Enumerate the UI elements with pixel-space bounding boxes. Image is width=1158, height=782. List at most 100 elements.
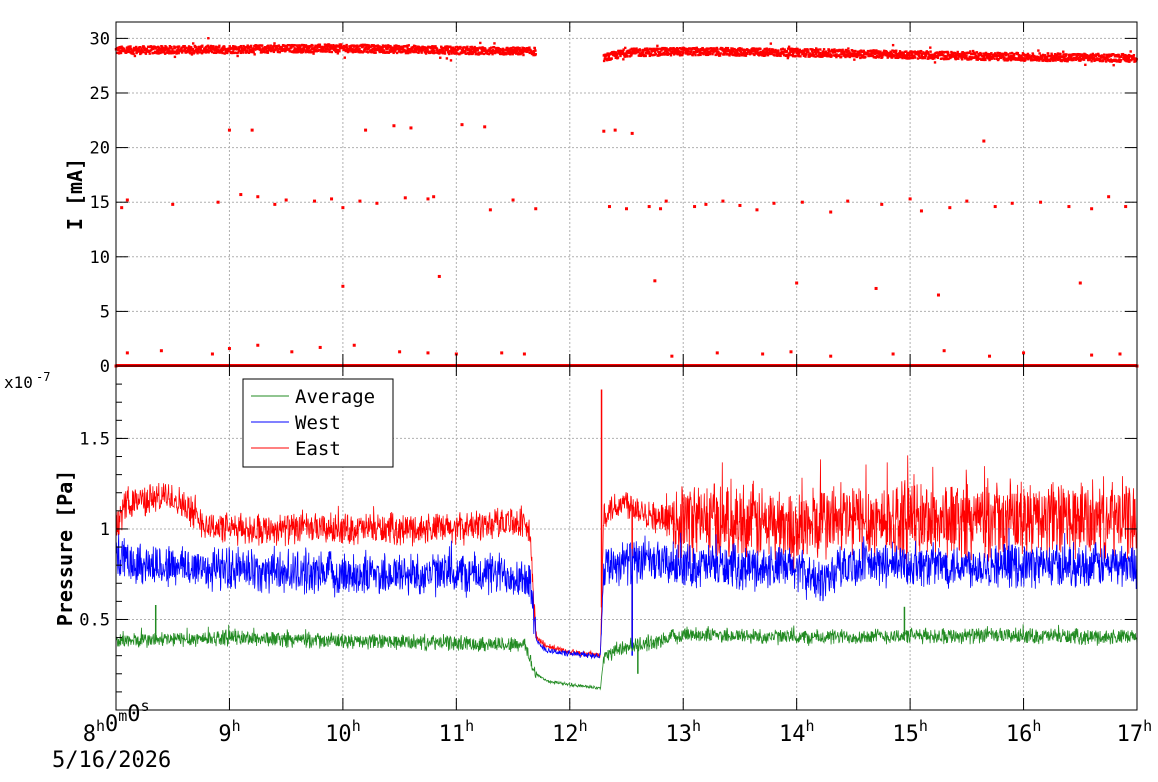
current-point — [639, 49, 642, 52]
pressure-plot-frame — [115, 365, 1138, 711]
current-point — [365, 50, 369, 53]
current-point — [475, 49, 478, 52]
current-point — [190, 53, 194, 56]
current-point — [417, 50, 421, 53]
current-point — [419, 49, 422, 52]
current-point — [440, 49, 444, 52]
current-point — [695, 50, 699, 54]
current-point — [198, 51, 202, 54]
current-point — [118, 47, 121, 50]
current-point — [971, 49, 975, 53]
current-point — [997, 57, 1000, 61]
current-point — [172, 51, 176, 55]
current-point — [517, 53, 520, 56]
current-point — [347, 47, 351, 51]
current-point — [1125, 55, 1128, 58]
current-point — [376, 44, 380, 47]
current-point — [400, 47, 403, 51]
current-point — [1043, 59, 1046, 62]
current-point — [534, 53, 537, 56]
current-point — [307, 50, 311, 54]
current-point — [148, 52, 151, 55]
current-point — [616, 56, 620, 59]
current-point — [1012, 54, 1016, 57]
current-point — [708, 52, 712, 56]
current-point — [240, 50, 243, 53]
current-point — [427, 45, 430, 48]
current-point — [621, 50, 625, 53]
current-point — [319, 49, 323, 53]
current-point — [502, 49, 505, 52]
current-point — [1087, 58, 1090, 62]
current-point — [435, 47, 439, 51]
current-point — [285, 45, 288, 48]
current-point — [1089, 55, 1092, 58]
current-outlier-point — [341, 284, 345, 288]
current-plot-frame — [115, 21, 1138, 367]
current-outlier-point — [829, 354, 833, 358]
current-point — [781, 47, 785, 51]
current-point — [954, 57, 958, 61]
current-point — [1082, 54, 1085, 58]
current-outlier-point — [239, 193, 243, 197]
current-point — [484, 49, 487, 52]
current-point — [729, 52, 732, 55]
current-point — [182, 49, 185, 52]
x-tick-label-8: 8h0m0s — [83, 697, 150, 747]
x-tick-label-9: 9h — [218, 717, 240, 747]
current-point — [190, 46, 193, 50]
current-point — [626, 55, 629, 58]
current-point — [215, 46, 219, 49]
pressure-scale-exponent: -7 — [36, 370, 50, 384]
current-outlier-point — [375, 201, 379, 205]
current-outlier-point — [891, 352, 895, 356]
current-point — [913, 56, 917, 59]
current-point — [322, 47, 325, 51]
current-point — [668, 48, 671, 52]
current-point — [277, 44, 281, 47]
current-point — [174, 46, 177, 49]
current-point — [845, 48, 848, 52]
current-point — [509, 49, 513, 52]
current-point — [1121, 53, 1125, 56]
current-point — [919, 49, 923, 53]
current-point — [1038, 52, 1041, 55]
current-point — [878, 52, 881, 55]
current-point — [501, 47, 505, 51]
current-point — [183, 44, 186, 48]
current-outlier-point — [789, 350, 793, 354]
current-point — [438, 52, 441, 55]
current-point — [493, 42, 496, 45]
current-point — [237, 48, 241, 51]
current-point — [1002, 57, 1005, 61]
current-point — [381, 47, 384, 50]
current-outlier-point — [511, 198, 515, 202]
current-point — [971, 52, 974, 55]
current-point — [823, 54, 826, 57]
current-point — [670, 51, 674, 55]
current-point — [379, 50, 383, 54]
current-point — [684, 50, 688, 54]
current-point — [264, 51, 267, 54]
current-point — [362, 45, 365, 48]
current-point — [516, 46, 519, 49]
current-point — [737, 53, 740, 56]
current-point — [276, 46, 279, 50]
current-outlier-point — [284, 198, 288, 202]
current-point — [443, 50, 446, 53]
current-point — [340, 43, 343, 46]
pressure-scale-label: x10 — [4, 373, 33, 392]
current-point — [665, 48, 668, 51]
current-outlier-point — [227, 128, 231, 132]
current-point — [1004, 53, 1008, 57]
current-point — [474, 52, 478, 56]
current-point — [757, 51, 760, 54]
current-point — [917, 54, 921, 58]
current-point — [629, 48, 632, 51]
current-point — [1012, 55, 1015, 59]
current-point — [721, 48, 725, 51]
current-point — [236, 51, 240, 54]
current-point — [403, 48, 406, 52]
current-point — [726, 46, 730, 50]
current-point — [607, 56, 610, 60]
